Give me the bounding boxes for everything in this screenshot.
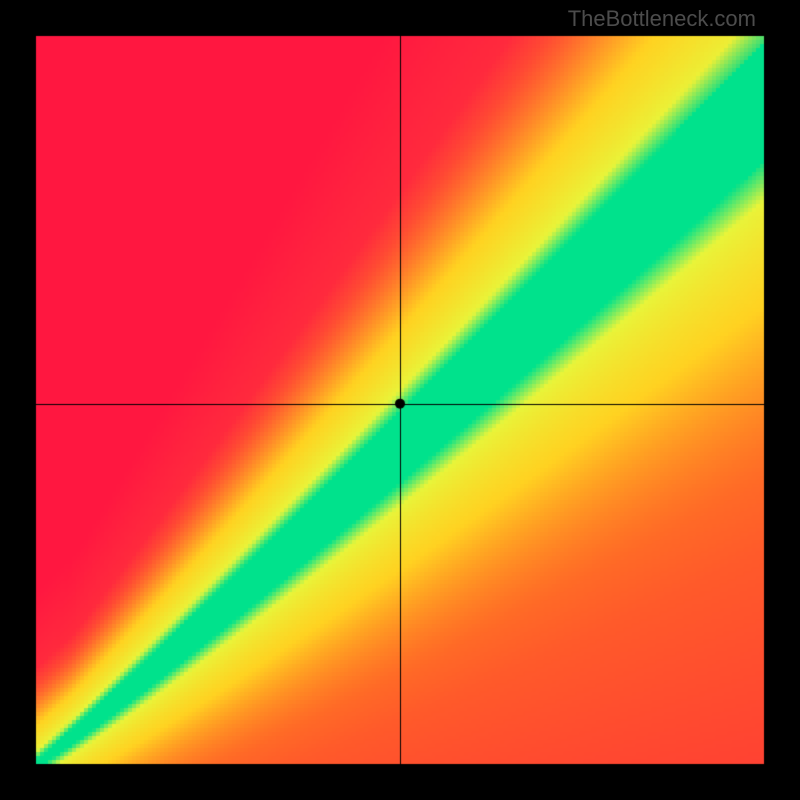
chart-container: { "watermark": { "text": "TheBottleneck.… — [0, 0, 800, 800]
watermark-text: TheBottleneck.com — [568, 6, 756, 32]
bottleneck-heatmap — [0, 0, 800, 800]
